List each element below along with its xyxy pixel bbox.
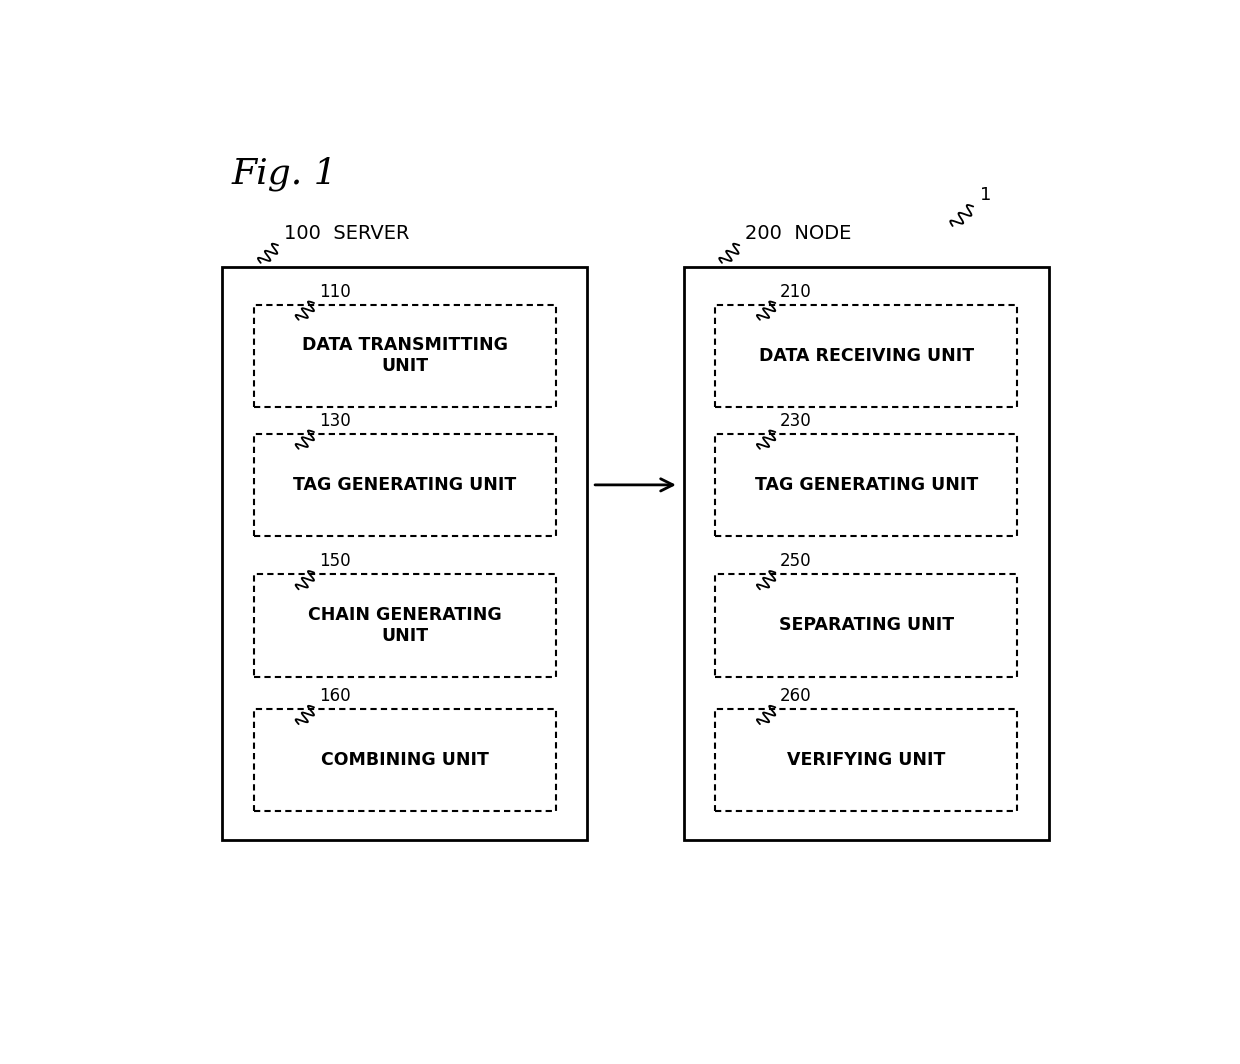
Text: 260: 260 [780,687,812,704]
Text: SEPARATING UNIT: SEPARATING UNIT [779,616,954,634]
Text: 130: 130 [319,412,351,430]
Bar [253,304,557,408]
Text: TAG GENERATING UNIT: TAG GENERATING UNIT [293,476,517,494]
Text: COMBINING UNIT: COMBINING UNIT [321,751,489,769]
Bar [253,575,557,677]
Text: 1: 1 [980,186,991,204]
Bar [222,267,588,841]
Text: 100  SERVER: 100 SERVER [284,223,409,243]
Text: 250: 250 [780,552,812,570]
Text: DATA RECEIVING UNIT: DATA RECEIVING UNIT [759,347,973,365]
Bar [714,434,1018,536]
Bar [714,575,1018,677]
Bar [714,709,1018,812]
Text: 110: 110 [319,283,351,300]
Text: DATA TRANSMITTING
UNIT: DATA TRANSMITTING UNIT [301,336,508,376]
Bar [714,304,1018,408]
Bar [683,267,1049,841]
Text: 230: 230 [780,412,812,430]
Text: TAG GENERATING UNIT: TAG GENERATING UNIT [754,476,978,494]
Bar [253,709,557,812]
Text: 210: 210 [780,283,812,300]
Text: 150: 150 [319,552,351,570]
Text: 200  NODE: 200 NODE [745,223,852,243]
Bar [253,434,557,536]
Text: VERIFYING UNIT: VERIFYING UNIT [787,751,945,769]
Text: Fig. 1: Fig. 1 [232,156,337,190]
Text: CHAIN GENERATING
UNIT: CHAIN GENERATING UNIT [308,606,502,645]
Text: 160: 160 [319,687,351,704]
